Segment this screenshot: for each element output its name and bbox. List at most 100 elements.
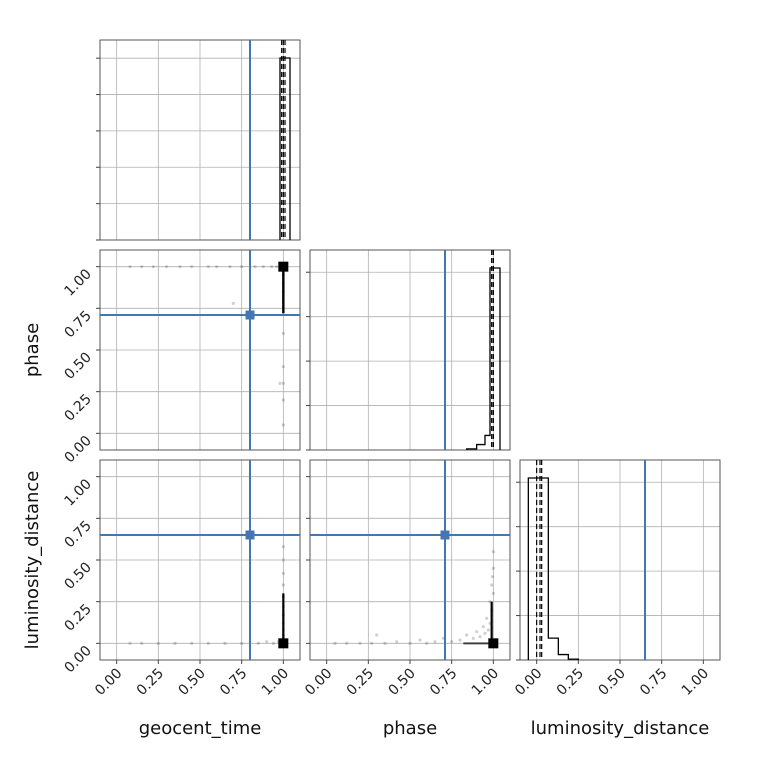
sample-point-0-21: [281, 365, 285, 369]
sample-point-1-1: [140, 641, 144, 645]
panel-frame-1-1: [309, 249, 511, 451]
ylabel-luminosity-distance: luminosity_distance: [22, 471, 43, 650]
sample-point-0-19: [281, 423, 285, 427]
sample-point-1-10: [271, 641, 275, 645]
sample-point-0-11: [261, 265, 265, 269]
sample-point-0-9: [240, 265, 244, 269]
sample-point-2-12: [450, 640, 454, 644]
sample-point-0-2: [151, 265, 155, 269]
sample-point-0-22: [281, 331, 285, 335]
ytick-label-2-2: 0.50: [61, 560, 94, 593]
sample-point-2-2: [358, 641, 362, 645]
ytick-label-1-3: 0.75: [61, 308, 94, 341]
sample-point-1-4: [190, 641, 194, 645]
histogram-phase: [466, 267, 501, 450]
sample-point-2-16: [475, 630, 479, 634]
xtick-label-2-0: 0.00: [512, 666, 545, 699]
panel-frame-0-0: [99, 39, 301, 241]
xlabel-luminosity-distance: luminosity_distance: [531, 718, 710, 739]
sample-point-2-24: [490, 583, 494, 587]
sample-point-1-9: [265, 640, 269, 644]
sample-point-1-5: [206, 641, 210, 645]
histogram-luminosity_distance: [527, 477, 579, 660]
sample-point-2-20: [485, 616, 489, 620]
sample-point-1-2: [156, 641, 160, 645]
sample-point-1-6: [223, 641, 227, 645]
sample-point-1-0: [128, 641, 132, 645]
sample-point-2-29: [490, 575, 495, 579]
sample-point-1-15: [281, 583, 285, 587]
sample-point-0-12: [270, 265, 274, 269]
sample-point-2-21: [486, 628, 490, 632]
xtick-label-2-1: 0.25: [554, 666, 587, 699]
sample-point-2-28: [491, 591, 495, 595]
ytick-label-2-0: 0.00: [61, 643, 94, 676]
sample-point-0-7: [215, 265, 219, 269]
sample-point-2-3: [370, 641, 374, 645]
xtick-label-1-1: 0.25: [344, 666, 377, 699]
sample-point-2-8: [418, 638, 422, 642]
xtick-label-0-0: 0.00: [92, 666, 125, 699]
sample-point-2-17: [478, 635, 482, 639]
xtick-label-0-1: 0.25: [134, 666, 167, 699]
xtick-label-2-2: 0.50: [595, 666, 628, 699]
ytick-label-2-1: 0.25: [61, 601, 94, 634]
sample-point-2-7: [408, 641, 412, 645]
sample-point-0-5: [190, 265, 194, 269]
sample-point-2-1: [345, 641, 349, 645]
sample-point-0-16: [231, 301, 235, 305]
ytick-label-1-1: 0.25: [61, 391, 94, 424]
sample-point-2-14: [465, 633, 469, 637]
sample-point-0-13: [275, 265, 279, 269]
sample-point-1-3: [173, 641, 177, 645]
sample-point-1-12: [281, 545, 285, 549]
xtick-label-2-4: 1.00: [679, 666, 712, 699]
sample-point-1-7: [240, 641, 244, 645]
xtick-label-2-3: 0.75: [637, 666, 670, 699]
truth-marker-2: [440, 530, 450, 540]
ytick-label-1-2: 0.50: [61, 350, 94, 383]
sample-point-0-1: [140, 265, 144, 269]
ytick-label-1-4: 1.00: [61, 266, 94, 299]
sample-point-1-14: [281, 571, 285, 575]
ytick-label-2-4: 1.00: [61, 476, 94, 509]
sample-point-0-17: [278, 381, 282, 385]
sample-point-0-10: [253, 265, 257, 269]
sample-point-2-0: [333, 641, 337, 645]
sample-point-0-20: [281, 398, 285, 402]
sample-point-0-18: [281, 381, 285, 385]
xtick-label-0-3: 0.75: [217, 666, 250, 699]
sample-point-2-5: [383, 641, 387, 645]
xlabel-phase: phase: [383, 718, 437, 739]
sample-point-0-6: [206, 265, 210, 269]
sample-point-0-0: [128, 265, 132, 269]
xtick-label-1-4: 1.00: [469, 666, 502, 699]
sample-point-2-6: [395, 640, 399, 644]
xtick-label-1-0: 0.00: [302, 666, 335, 699]
sample-point-0-8: [228, 265, 232, 269]
truth-marker-1: [245, 530, 255, 540]
sample-point-2-4: [375, 633, 379, 637]
sample-point-2-15: [471, 636, 475, 640]
sample-point-2-27: [491, 550, 495, 554]
ytick-label-1-0: 0.00: [61, 433, 94, 466]
sample-point-1-8: [256, 641, 260, 645]
xtick-label-1-3: 0.75: [427, 666, 460, 699]
sample-point-0-3: [165, 265, 169, 269]
sample-point-2-9: [425, 641, 429, 645]
sample-point-1-13: [281, 558, 285, 562]
truth-marker-0: [245, 310, 255, 320]
xtick-label-1-2: 0.50: [385, 666, 418, 699]
ylabel-phase: phase: [22, 323, 43, 377]
ytick-label-2-3: 0.75: [61, 518, 94, 551]
sample-point-2-19: [483, 631, 487, 635]
sample-point-2-26: [491, 566, 495, 570]
sample-point-2-18: [481, 625, 485, 629]
sample-point-2-13: [458, 638, 462, 642]
sample-point-0-4: [178, 265, 182, 269]
sample-point-2-10: [433, 640, 437, 644]
xtick-label-0-2: 0.50: [175, 666, 208, 699]
xtick-label-0-4: 1.00: [259, 666, 292, 699]
xlabel-geocent-time: geocent_time: [139, 718, 262, 739]
